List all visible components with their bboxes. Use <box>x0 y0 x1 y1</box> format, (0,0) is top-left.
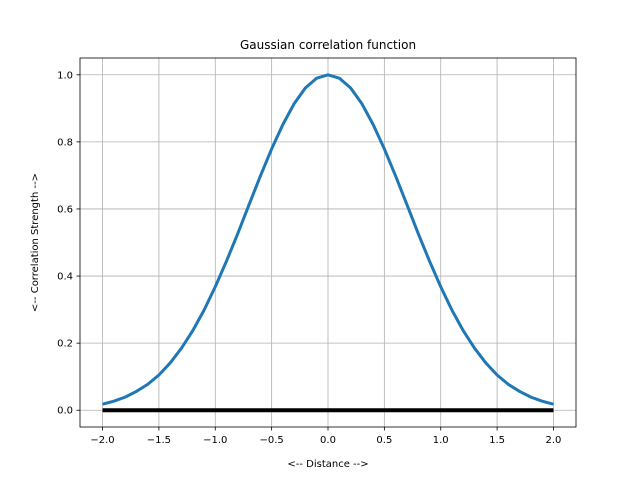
gaussian-curve <box>102 73 554 406</box>
x-tick-label: 1.0 <box>433 435 449 446</box>
x-tick-label: 1.5 <box>489 435 505 446</box>
x-tick-label: −1.0 <box>203 435 227 446</box>
y-tick-label: 1.0 <box>57 70 73 81</box>
y-axis-label: <-- Correlation Strength --> <box>30 173 41 312</box>
x-tick-label: 0.5 <box>376 435 392 446</box>
x-tick-label: 2.0 <box>546 435 562 446</box>
x-tick-label: 0.0 <box>320 435 336 446</box>
y-tick-label: 0.4 <box>57 272 73 283</box>
y-tick-label: 0.8 <box>57 137 73 148</box>
ticks: −2.0 −1.5 −1.0 −0.5 0.0 0.5 1.0 1.5 2.0 0.0 0.2 0.4… <box>57 70 561 446</box>
series-layer <box>102 73 554 413</box>
y-tick-label: 0.2 <box>57 339 73 350</box>
chart-title: Gaussian correlation function <box>240 38 416 52</box>
y-tick-label: 0.6 <box>57 204 73 215</box>
grid <box>80 58 576 427</box>
x-tick-label: −1.5 <box>147 435 171 446</box>
x-axis-label: <-- Distance --> <box>287 459 368 470</box>
x-tick-label: −2.0 <box>90 435 114 446</box>
x-tick-label: −0.5 <box>259 435 283 446</box>
y-tick-label: 0.0 <box>57 406 73 417</box>
